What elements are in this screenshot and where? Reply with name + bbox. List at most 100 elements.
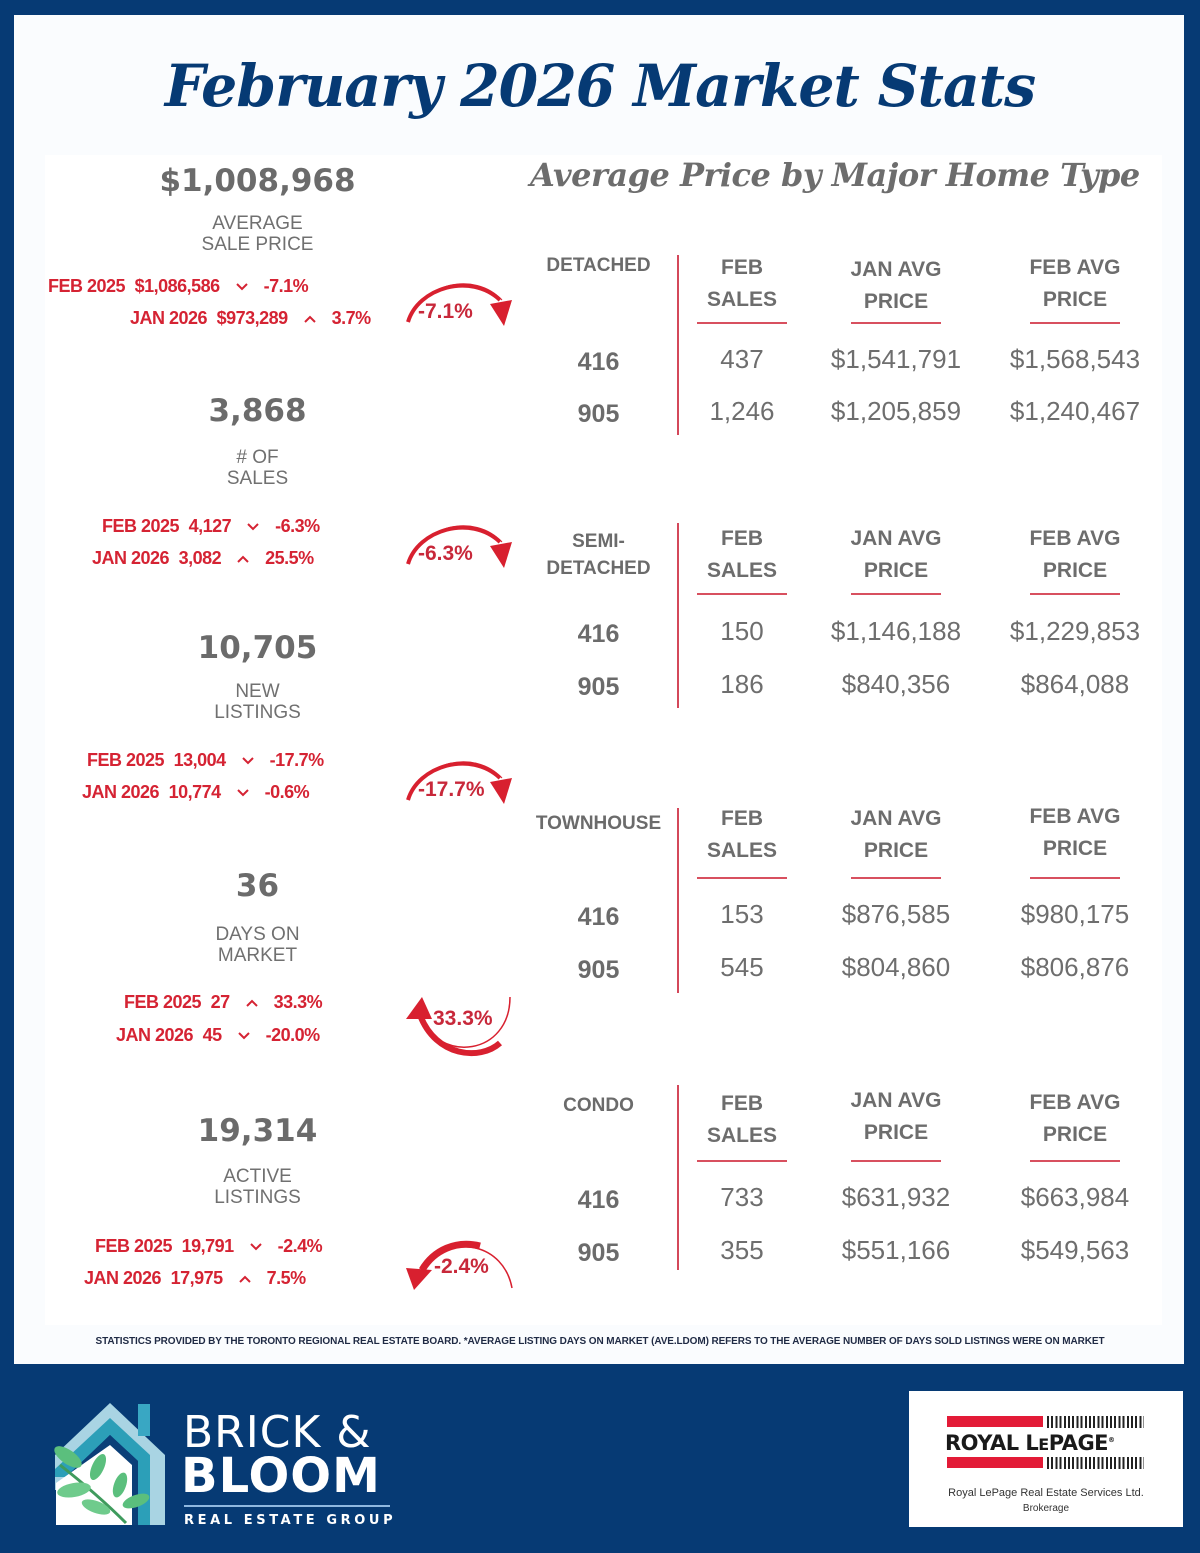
- column-underline: [851, 877, 941, 879]
- column-header: FEB AVG PRICE: [990, 801, 1160, 865]
- column-header-line: PRICE: [863, 290, 929, 313]
- logo-stripes-top: [1047, 1416, 1144, 1428]
- stat-label-line1: NEW: [235, 681, 280, 702]
- home-type-table: CONDO FEB SALES JAN AVG PRICE FEB AVG PRICE 416…: [520, 0, 1170, 1270]
- brand-name-line1: BRICK &: [183, 1407, 372, 1458]
- table-cell-feb-sales: 437: [720, 344, 764, 374]
- column-underline: [697, 877, 787, 879]
- chevron-down-icon: [230, 1028, 258, 1046]
- change-badge-text: -2.4%: [434, 1255, 489, 1278]
- area-code: 905: [577, 673, 620, 701]
- comparison-period: JAN 2026: [82, 782, 160, 802]
- area-code: 416: [577, 1186, 620, 1214]
- comparison-value: 45: [202, 1025, 223, 1045]
- area-code: 905: [577, 400, 620, 428]
- column-underline: [697, 322, 787, 324]
- change-badge: -7.1%: [400, 270, 520, 345]
- comparison-percent: 25.5%: [265, 548, 314, 568]
- change-badge: -2.4%: [400, 1230, 520, 1305]
- change-badge-text: -6.3%: [418, 542, 473, 565]
- home-type-label: TOWNHOUSE: [520, 810, 677, 837]
- stat-label-line1: DAYS ON: [215, 924, 300, 945]
- area-code: 905: [577, 956, 620, 984]
- comparison-row: JAN 2026 17,975 7.5%: [84, 1268, 306, 1289]
- column-header: FEB SALES: [692, 523, 792, 587]
- table-cell-feb-avg-price: $1,240,467: [1009, 396, 1141, 426]
- comparison-value: 13,004: [173, 750, 227, 770]
- comparison-period: FEB 2025: [95, 1236, 173, 1256]
- comparison-value: 19,791: [181, 1236, 235, 1256]
- table-cell-jan-avg-price: $840,356: [841, 669, 951, 699]
- comparison-percent: 3.7%: [331, 308, 372, 328]
- comparison-value: 17,975: [170, 1268, 224, 1288]
- column-underline: [851, 322, 941, 324]
- table-cell-feb-sales: 150: [720, 616, 764, 646]
- table-cell-feb-sales: 545: [720, 952, 764, 982]
- table-cell-feb-avg-price: $1,229,853: [1009, 616, 1141, 646]
- home-type-table: SEMI- DETACHED FEB SALES JAN AVG PRICE FEB AVG…: [520, 0, 1170, 708]
- column-header-line: JAN AVG: [850, 258, 942, 281]
- column-header-line: FEB: [721, 527, 763, 550]
- table-section-title: Average Price by Major Home Type: [530, 156, 1140, 194]
- comparison-percent: 33.3%: [273, 992, 323, 1012]
- comparison-value: $1,086,586: [134, 276, 221, 296]
- table-cell-feb-avg-price: $806,876: [1020, 952, 1130, 982]
- change-badge-text: 33.3%: [433, 1007, 493, 1030]
- column-header-line: JAN AVG: [850, 1089, 942, 1112]
- comparison-percent: -7.1%: [263, 276, 309, 296]
- column-underline: [1030, 322, 1120, 324]
- table-divider: [677, 1085, 679, 1270]
- column-header: JAN AVG PRICE: [816, 254, 976, 318]
- column-header-line: FEB AVG: [1029, 805, 1121, 828]
- comparison-row: JAN 2026 45 -20.0%: [116, 1025, 320, 1046]
- comparison-value: $973,289: [216, 308, 289, 328]
- column-header-line: FEB: [721, 256, 763, 279]
- home-type-label: DETACHED: [520, 252, 677, 279]
- comparison-row: JAN 2026 10,774 -0.6%: [82, 782, 310, 803]
- table-cell-feb-avg-price: $549,563: [1020, 1235, 1130, 1265]
- area-code: 416: [577, 903, 620, 931]
- comparison-value: 10,774: [168, 782, 222, 802]
- comparison-period: FEB 2025: [124, 992, 202, 1012]
- home-type-label-line1: SEMI-: [572, 531, 625, 552]
- house-leaf-icon: [54, 1403, 165, 1525]
- stat-label-line2: SALES: [226, 468, 289, 489]
- chevron-down-icon: [239, 519, 267, 537]
- column-underline: [1030, 877, 1120, 879]
- comparison-period: FEB 2025: [48, 276, 126, 296]
- stat-label: AVERAGE SALE PRICE: [0, 213, 515, 255]
- chevron-down-icon: [242, 1239, 270, 1257]
- home-type-table: TOWNHOUSE FEB SALES JAN AVG PRICE FEB AVG PRIC…: [520, 0, 1170, 993]
- home-type-label-line1: DETACHED: [546, 255, 651, 276]
- column-underline: [851, 593, 941, 595]
- table-cell-feb-avg-price: $663,984: [1020, 1182, 1130, 1212]
- comparison-period: JAN 2026: [130, 308, 208, 328]
- column-header: FEB AVG PRICE: [990, 252, 1160, 316]
- table-cell-feb-sales: 153: [720, 899, 764, 929]
- home-type-label: CONDO: [520, 1092, 677, 1119]
- logo-stripes-bottom: [1047, 1457, 1144, 1469]
- comparison-percent: -6.3%: [275, 516, 320, 536]
- chevron-down-icon: [229, 785, 257, 803]
- change-badge: -6.3%: [400, 512, 520, 587]
- stat-label-line2: MARKET: [217, 945, 298, 966]
- comparison-period: FEB 2025: [87, 750, 165, 770]
- table-cell-jan-avg-price: $876,585: [841, 899, 951, 929]
- column-header: JAN AVG PRICE: [816, 523, 976, 587]
- column-header-line: SALES: [706, 839, 777, 862]
- column-header-line: PRICE: [863, 839, 929, 862]
- table-cell-jan-avg-price: $631,932: [841, 1182, 951, 1212]
- comparison-row: JAN 2026 3,082 25.5%: [92, 548, 314, 569]
- chevron-down-icon: [234, 753, 262, 771]
- change-badge-text: -17.7%: [418, 778, 485, 801]
- column-header-line: PRICE: [863, 559, 929, 582]
- stat-label-line1: ACTIVE: [223, 1166, 292, 1187]
- comparison-percent: -17.7%: [269, 750, 325, 770]
- area-code: 416: [577, 620, 620, 648]
- stat-label-line2: LISTINGS: [214, 1187, 301, 1208]
- brand-divider: [184, 1505, 390, 1507]
- area-code: 905: [577, 1239, 620, 1267]
- comparison-row: FEB 2025 27 33.3%: [124, 992, 323, 1013]
- column-underline: [851, 1160, 941, 1162]
- column-header-line: SALES: [706, 559, 777, 582]
